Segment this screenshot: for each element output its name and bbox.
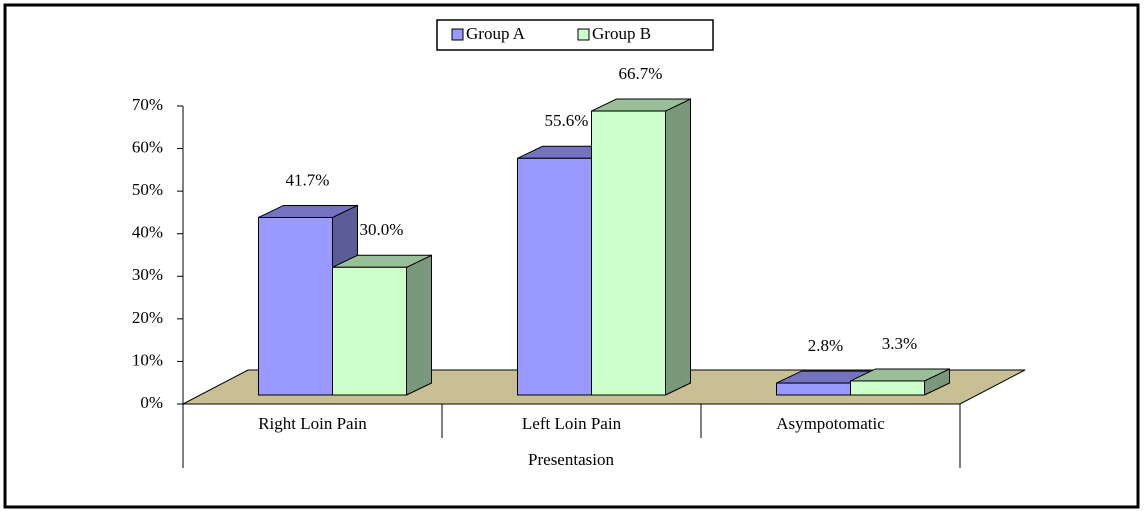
x-tick-label: Left Loin Pain [522, 414, 622, 433]
y-tick-label: 50% [132, 180, 163, 199]
bar [591, 110, 666, 396]
bar [850, 380, 925, 396]
bar-side [406, 254, 432, 396]
bar [332, 266, 407, 396]
y-tick-label: 0% [140, 393, 163, 412]
y-tick-label: 40% [132, 223, 163, 242]
x-axis-title: Presentasion [528, 450, 614, 469]
value-label: 66.7% [619, 64, 663, 83]
bar-side [665, 98, 691, 396]
legend-box [436, 19, 714, 51]
legend-swatch [451, 28, 464, 41]
y-tick-label: 70% [132, 95, 163, 114]
y-tick-label: 30% [132, 265, 163, 284]
value-label: 30.0% [360, 220, 404, 239]
value-label: 41.7% [286, 170, 330, 189]
x-tick-label: Asympotomatic [776, 414, 885, 433]
y-tick-label: 20% [132, 308, 163, 327]
y-tick-label: 60% [132, 137, 163, 156]
legend-swatch [577, 28, 590, 41]
bar [776, 382, 851, 396]
value-label: 3.3% [882, 334, 917, 353]
bar [517, 157, 592, 396]
legend-label: Group A [466, 24, 526, 43]
value-label: 55.6% [545, 111, 589, 130]
x-tick-label: Right Loin Pain [258, 414, 367, 433]
value-label: 2.8% [808, 336, 843, 355]
y-tick-label: 10% [132, 350, 163, 369]
legend-label: Group B [592, 24, 651, 43]
bar [258, 216, 333, 396]
